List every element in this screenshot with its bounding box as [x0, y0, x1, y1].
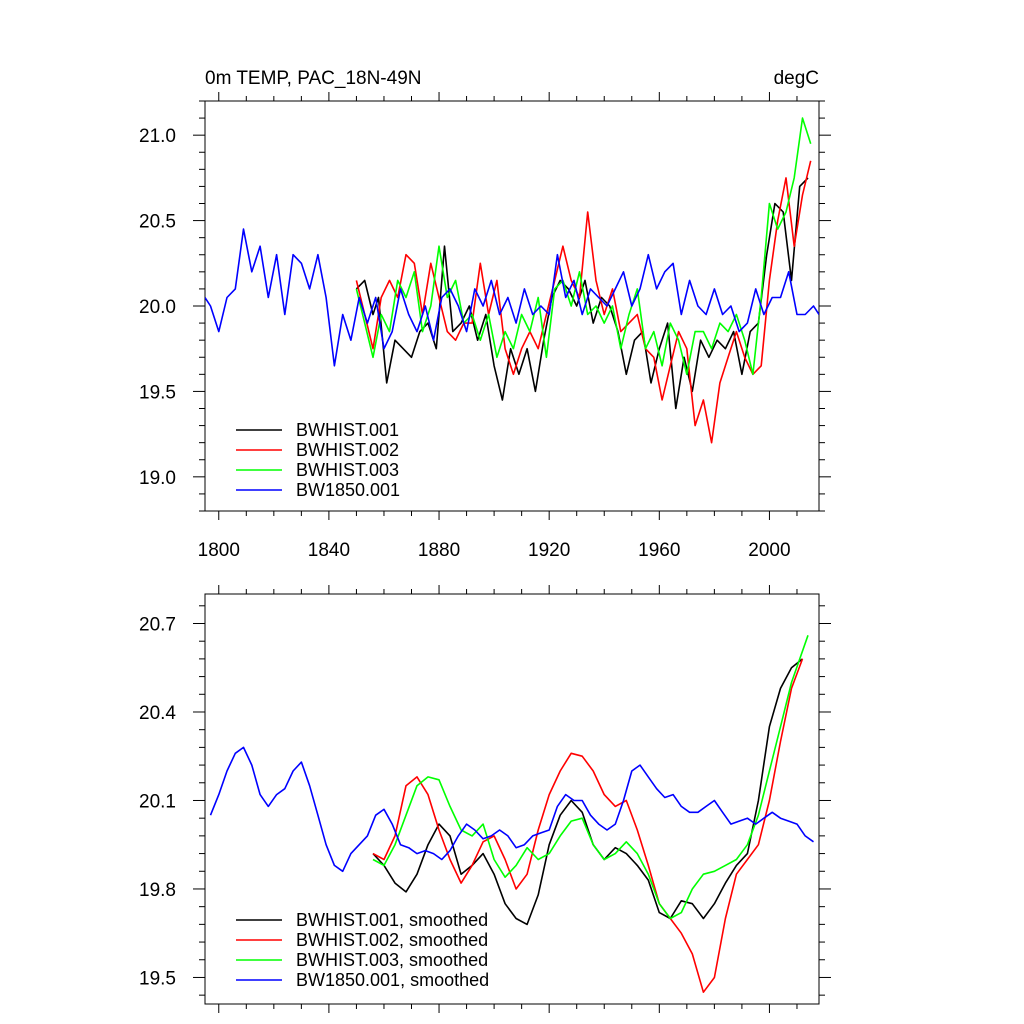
- series-line: [205, 228, 819, 367]
- x-tick-label: 2000: [748, 540, 790, 561]
- legend-label: BW1850.001: [296, 480, 400, 500]
- series-line: [355, 177, 809, 410]
- legend-label: BW1850.001, smoothed: [296, 970, 489, 990]
- y-tick-label: 19.8: [139, 880, 176, 901]
- legend-label: BWHIST.003: [296, 460, 399, 480]
- panel-title-left: 0m TEMP, PAC_18N-49N: [205, 68, 421, 89]
- x-tick-label: 1840: [308, 540, 350, 561]
- series-line: [355, 160, 812, 444]
- y-tick-label: 20.7: [139, 614, 176, 635]
- panel-title-right: degC: [774, 68, 819, 89]
- series-line: [372, 635, 809, 920]
- y-tick-label: 19.0: [139, 468, 176, 489]
- x-tick-label: 1960: [638, 540, 680, 561]
- x-tick-label: 1920: [528, 540, 570, 561]
- panel-bottom: 19.5 19.8 20.1 20.4 20.7 BWHIST.001, smoothed…: [139, 585, 831, 1013]
- series-line: [372, 658, 803, 926]
- plot-frame: [204, 593, 820, 1005]
- y-tick-label: 20.0: [139, 297, 176, 318]
- legend-label: BWHIST.002, smoothed: [296, 930, 488, 950]
- legend-label: BWHIST.003, smoothed: [296, 950, 488, 970]
- legend-label: BWHIST.002: [296, 440, 399, 460]
- series-group: [205, 117, 819, 444]
- series-group: [209, 635, 814, 994]
- series-line: [355, 117, 812, 376]
- series-line: [209, 746, 814, 873]
- legend-label: BWHIST.001: [296, 420, 399, 440]
- series-line: [372, 658, 804, 994]
- x-tick-label: 1880: [418, 540, 460, 561]
- legend-label: BWHIST.001, smoothed: [296, 910, 488, 930]
- y-tick-label: 19.5: [139, 968, 176, 989]
- y-tick-label: 20.5: [139, 212, 176, 233]
- x-tick-label: 1800: [198, 540, 240, 561]
- panel-top: 0m TEMP, PAC_18N-49N degC 1800 1840 1880 19…: [139, 68, 831, 561]
- y-tick-label: 20.1: [139, 791, 176, 812]
- y-tick-label: 19.5: [139, 382, 176, 403]
- y-tick-label: 21.0: [139, 126, 176, 147]
- y-tick-label: 20.4: [139, 703, 176, 724]
